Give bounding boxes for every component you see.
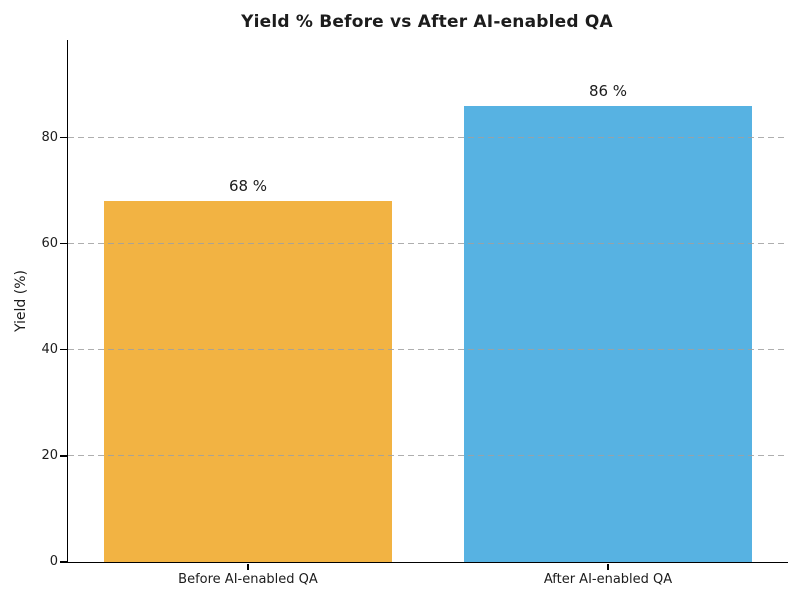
horizontal-gridline bbox=[68, 349, 788, 351]
y-axis-tick bbox=[60, 455, 67, 457]
y-axis-tick-label: 80 bbox=[41, 129, 58, 145]
y-axis-tick bbox=[60, 136, 67, 139]
horizontal-gridline bbox=[68, 137, 788, 139]
x-axis-tick bbox=[247, 564, 249, 570]
y-axis-label: Yield (%) bbox=[13, 269, 29, 333]
y-axis-tick bbox=[60, 561, 67, 563]
y-axis-tick bbox=[60, 243, 67, 245]
y-axis-tick-label: 60 bbox=[41, 235, 58, 251]
bar-after bbox=[464, 105, 752, 562]
y-axis-tick-label: 40 bbox=[41, 341, 58, 357]
x-axis-category-label: Before AI-enabled QA bbox=[178, 572, 318, 587]
bar-value-label: 68 % bbox=[228, 177, 268, 196]
bar-value-label: 86 % bbox=[588, 81, 628, 100]
y-axis-tick bbox=[60, 349, 67, 351]
horizontal-gridline bbox=[68, 243, 788, 245]
x-axis-category-label: After AI-enabled QA bbox=[543, 572, 673, 587]
x-axis-tick bbox=[607, 564, 609, 570]
y-axis-tick-label: 20 bbox=[41, 447, 58, 463]
bar-before bbox=[104, 201, 392, 562]
chart-title: Yield % Before vs After AI-enabled QA bbox=[241, 12, 613, 32]
y-axis-tick-label: 0 bbox=[49, 554, 58, 569]
horizontal-gridline bbox=[68, 455, 788, 457]
plot-area: 0 20 40 60 80 68 % Before AI-enabled QA 86 % Aft… bbox=[41, 40, 788, 587]
